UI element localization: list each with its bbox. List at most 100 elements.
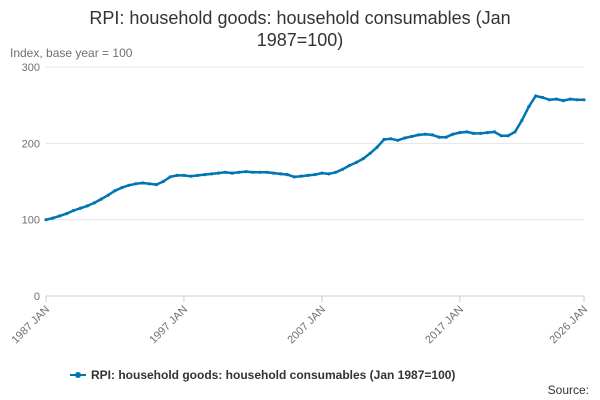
data-point[interactable] <box>209 172 214 176</box>
data-point[interactable] <box>389 137 393 141</box>
data-point[interactable] <box>568 97 572 101</box>
data-point[interactable] <box>368 151 372 155</box>
series-line[interactable] <box>44 94 586 221</box>
legend-marker-dot <box>75 372 81 378</box>
data-point[interactable] <box>444 135 448 139</box>
y-tick-label: 300 <box>22 62 40 74</box>
y-tick-label: 100 <box>22 215 40 227</box>
data-point[interactable] <box>499 134 503 138</box>
data-point[interactable] <box>382 137 386 142</box>
y-tick-label: 0 <box>34 291 40 303</box>
data-point[interactable] <box>575 98 579 102</box>
data-point[interactable] <box>465 130 469 134</box>
data-point[interactable] <box>168 175 172 179</box>
data-point[interactable] <box>113 189 117 193</box>
data-point[interactable] <box>437 135 441 139</box>
data-point[interactable] <box>278 172 283 176</box>
data-point[interactable] <box>161 179 165 184</box>
data-point[interactable] <box>396 138 400 142</box>
data-point[interactable] <box>251 170 255 174</box>
data-point[interactable] <box>513 130 517 134</box>
data-point[interactable] <box>430 133 434 137</box>
series-layer <box>44 94 586 222</box>
data-point[interactable] <box>258 170 262 174</box>
data-point[interactable] <box>506 134 510 138</box>
data-point[interactable] <box>216 171 220 175</box>
y-tick-label: 200 <box>22 138 40 150</box>
data-point[interactable] <box>520 118 524 122</box>
data-point[interactable] <box>354 160 358 164</box>
data-point[interactable] <box>375 145 379 149</box>
data-point[interactable] <box>244 170 248 174</box>
data-point[interactable] <box>272 171 276 175</box>
data-point[interactable] <box>196 173 200 177</box>
x-tick-label: 2007 JAN <box>285 304 328 347</box>
data-point[interactable] <box>230 171 234 175</box>
data-point[interactable] <box>458 131 462 135</box>
data-point[interactable] <box>451 132 455 136</box>
data-point[interactable] <box>347 163 352 168</box>
data-point[interactable] <box>189 174 193 178</box>
data-point[interactable] <box>51 216 55 220</box>
legend[interactable]: RPI: household goods: household consumab… <box>70 368 455 382</box>
data-point[interactable] <box>361 157 365 161</box>
data-point[interactable] <box>285 173 289 177</box>
data-point[interactable] <box>134 182 138 186</box>
data-point[interactable] <box>141 181 145 185</box>
y-axis-title: Index, base year = 100 <box>10 46 133 60</box>
data-point[interactable] <box>78 206 83 210</box>
data-point[interactable] <box>341 167 345 171</box>
x-tick-label: 1987 JAN <box>9 304 52 347</box>
data-point[interactable] <box>58 214 62 218</box>
chart-title-line-2: 1987=100) <box>257 30 344 50</box>
data-point[interactable] <box>416 133 421 137</box>
data-point[interactable] <box>85 204 89 208</box>
data-point[interactable] <box>203 173 207 177</box>
data-point[interactable] <box>485 131 489 135</box>
data-point[interactable] <box>237 170 241 174</box>
data-point[interactable] <box>492 130 496 134</box>
gridlines <box>46 66 584 221</box>
data-point[interactable] <box>127 183 131 187</box>
legend-label: RPI: household goods: household consumab… <box>91 368 455 382</box>
data-point[interactable] <box>99 197 103 201</box>
data-point[interactable] <box>92 201 96 205</box>
data-point[interactable] <box>72 208 76 213</box>
data-point[interactable] <box>106 193 110 197</box>
data-point[interactable] <box>65 212 69 216</box>
data-point[interactable] <box>472 131 476 135</box>
data-point[interactable] <box>175 173 179 177</box>
data-point[interactable] <box>44 218 48 222</box>
data-point[interactable] <box>554 97 559 101</box>
x-tick-label: 2017 JAN <box>423 304 466 347</box>
data-point[interactable] <box>410 134 414 139</box>
data-point[interactable] <box>320 171 324 175</box>
data-point[interactable] <box>561 99 565 103</box>
data-point[interactable] <box>478 131 483 135</box>
data-point[interactable] <box>147 182 152 186</box>
x-axis: 1987 JAN 1997 JAN 2007 JAN 2017 JAN 2026 JAN <box>9 295 590 347</box>
x-tick-label: 1997 JAN <box>147 304 190 347</box>
data-point[interactable] <box>527 105 531 109</box>
data-point[interactable] <box>182 173 186 177</box>
data-point[interactable] <box>306 173 310 177</box>
data-point[interactable] <box>334 170 338 174</box>
data-point[interactable] <box>120 186 124 190</box>
data-point[interactable] <box>547 98 552 102</box>
data-point[interactable] <box>541 95 545 100</box>
data-point[interactable] <box>223 170 227 174</box>
data-point[interactable] <box>299 174 303 178</box>
x-tick-label: 2026 JAN <box>547 304 590 347</box>
data-point[interactable] <box>265 170 269 174</box>
source-label: Source: <box>548 383 589 397</box>
data-point[interactable] <box>313 173 317 177</box>
data-point[interactable] <box>327 172 331 176</box>
data-point[interactable] <box>582 98 586 102</box>
data-point[interactable] <box>154 183 158 187</box>
data-point[interactable] <box>423 132 427 136</box>
data-point[interactable] <box>292 175 296 179</box>
data-point[interactable] <box>534 94 538 98</box>
y-axis-ticks: 0 100 200 300 <box>22 62 40 303</box>
data-point[interactable] <box>403 136 407 140</box>
